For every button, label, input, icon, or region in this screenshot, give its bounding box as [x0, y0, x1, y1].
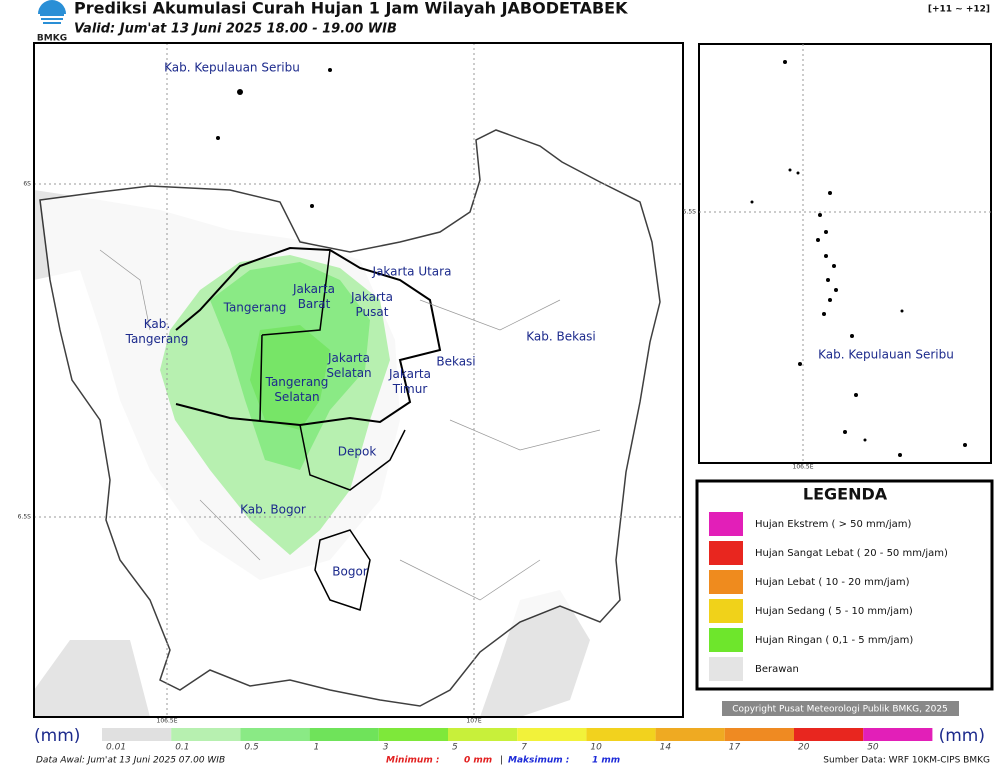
region-label: Tangerang [223, 301, 287, 315]
legend-label: Hujan Sangat Lebat ( 20 - 50 mm/jam) [755, 548, 948, 559]
region-label: Kab. Kepulauan Seribu [818, 348, 954, 362]
copyright: Copyright Pusat Meteorologi Publik BMKG,… [732, 705, 948, 715]
colorbar-segment [724, 728, 794, 741]
min-value: 0 mm [464, 756, 492, 766]
region-label: Jakarta [327, 351, 370, 365]
region-label: Bekasi [436, 355, 475, 369]
region-label: Tangerang [125, 332, 189, 346]
colorbar-label: 20 [798, 743, 810, 753]
legend-swatch [709, 541, 743, 565]
region-label: Tangerang [265, 375, 329, 389]
legend-label: Hujan Lebat ( 10 - 20 mm/jam) [755, 577, 910, 588]
region-label: Pusat [356, 305, 389, 319]
colorbar-label: 50 [867, 743, 879, 753]
region-label: Selatan [274, 390, 319, 404]
region-label: Timur [392, 382, 428, 396]
colorbar-segment [794, 728, 864, 741]
legend-label: Berawan [755, 664, 799, 675]
legend: LEGENDA Hujan Ekstrem ( > 50 mm/jam) Huja… [695, 479, 994, 691]
lon-label: 106.5E [157, 718, 178, 725]
colorbar-segment [102, 728, 172, 741]
colorbar-segment [378, 728, 448, 741]
colorbar-segment [171, 728, 241, 741]
max-label: Maksimum : [508, 756, 569, 766]
region-label: Bogor [332, 565, 368, 579]
colorbar-segment [240, 728, 310, 741]
min-label: Minimum : [386, 756, 439, 766]
colorbar-label: 3 [383, 743, 389, 753]
lat-label: 6.5S [18, 514, 32, 521]
colorbar-segment [448, 728, 518, 741]
main-map: Kab. Kepulauan Seribu Jakarta Utara Jakart… [18, 42, 684, 725]
region-label: Kab. Kepulauan Seribu [164, 61, 300, 75]
colorbar-segment [586, 728, 656, 741]
data-awal: Data Awal: Jum'at 13 Juni 2025 07.00 WIB [36, 756, 225, 766]
legend-label: Hujan Ekstrem ( > 50 mm/jam) [755, 519, 912, 530]
legend-title: LEGENDA [803, 485, 888, 504]
legend-swatch [709, 512, 743, 536]
title: Prediksi Akumulasi Curah Hujan 1 Jam Wil… [74, 0, 628, 18]
source: Sumber Data: WRF 10KM-CIPS BMKG [823, 756, 990, 766]
colorbar-segment [863, 728, 933, 741]
legend-label: Hujan Sedang ( 5 - 10 mm/jam) [755, 606, 913, 617]
bmkg-logo: BMKG [37, 0, 67, 44]
max-value: 1 mm [592, 756, 620, 766]
lat-label: 6S [23, 181, 31, 188]
region-label: Kab. Bogor [240, 503, 306, 517]
lat-label: 5.5S [683, 209, 697, 216]
region-label: Jakarta [388, 367, 431, 381]
colorbar-label: 7 [521, 743, 527, 753]
colorbar-label: 0.5 [244, 743, 259, 753]
region-label: Jakarta [350, 290, 393, 304]
legend-swatch [709, 570, 743, 594]
legend-swatch [709, 657, 743, 681]
step: [+11 ~ +12] [928, 5, 990, 15]
region-label: Jakarta [292, 282, 335, 296]
copyright-box [722, 701, 959, 716]
region-label: Selatan [326, 366, 371, 380]
colorbar: (mm) (mm) 0.01 0.1 0.5 1 3 5 7 10 14 17 20 50 [34, 726, 985, 753]
colorbar-label: 10 [590, 743, 602, 753]
separator: | [500, 756, 503, 766]
region-label: Jakarta Utara [372, 265, 452, 279]
legend-swatch [709, 628, 743, 652]
colorbar-label: 17 [729, 743, 741, 753]
legend-swatch [709, 599, 743, 623]
colorbar-segment [517, 728, 587, 741]
colorbar-unit: (mm) [939, 726, 985, 746]
region-label: Barat [298, 297, 331, 311]
colorbar-unit: (mm) [34, 726, 80, 746]
colorbar-label: 0.1 [175, 743, 189, 753]
colorbar-label: 0.01 [106, 743, 126, 753]
lon-label: 106.5E [793, 464, 814, 471]
colorbar-segment [655, 728, 725, 741]
region-label: Kab. Bekasi [526, 330, 596, 344]
region-label: Kab. [144, 317, 170, 331]
inset-map: Kab. Kepulauan Seribu 5.5S 106.5E [683, 43, 992, 471]
logo-text: BMKG [37, 34, 67, 44]
lon-label: 107E [466, 718, 481, 725]
legend-label: Hujan Ringan ( 0,1 - 5 mm/jam) [755, 635, 913, 646]
region-label: Depok [338, 445, 377, 459]
colorbar-label: 5 [452, 743, 458, 753]
valid-time: Valid: Jum'at 13 Juni 2025 18.00 - 19.00… [74, 22, 397, 37]
colorbar-segment [309, 728, 379, 741]
colorbar-label: 1 [314, 743, 320, 753]
colorbar-label: 14 [660, 743, 672, 753]
